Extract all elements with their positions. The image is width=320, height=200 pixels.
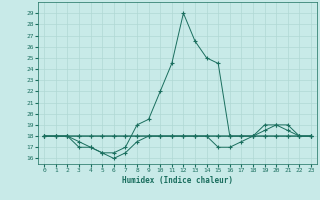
X-axis label: Humidex (Indice chaleur): Humidex (Indice chaleur) bbox=[122, 176, 233, 185]
